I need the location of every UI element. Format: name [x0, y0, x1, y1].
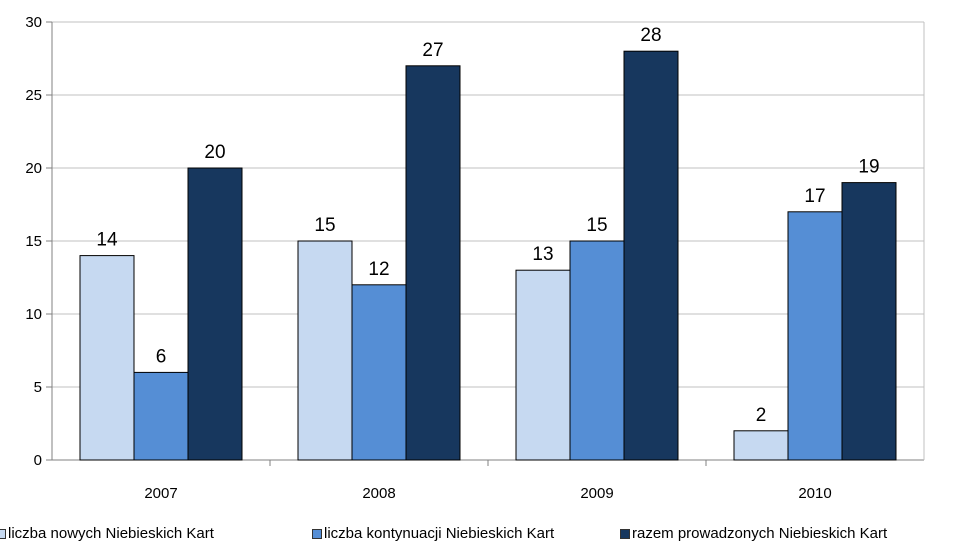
data-label: 12 — [368, 259, 389, 280]
bar — [623, 50, 679, 461]
bar — [569, 240, 625, 461]
legend: liczba nowych Niebieskich Kart liczba ko… — [0, 525, 969, 544]
data-label: 20 — [204, 142, 225, 163]
data-label: 19 — [858, 157, 879, 178]
data-label: 15 — [586, 215, 607, 236]
bar-chart: 0 5 10 15 20 25 30 14 6 20 15 12 27 13 15 28 2 17 19 2007… — [25, 14, 925, 502]
data-label: 14 — [96, 230, 118, 251]
legend-label-new: liczba nowych Niebieskich Kart — [8, 525, 214, 542]
y-tick-label: 15 — [25, 233, 42, 250]
legend-swatch-total — [620, 528, 630, 539]
legend-item-total: razem prowadzonych Niebieskich Kart — [620, 525, 887, 542]
x-axis-ticks: 2007 2008 2009 2010 — [144, 485, 831, 502]
bar — [79, 255, 135, 461]
bar — [515, 269, 571, 461]
y-tick-label: 5 — [34, 379, 42, 396]
data-labels: 14 6 20 15 12 27 13 15 28 2 17 19 — [96, 25, 879, 426]
data-label: 13 — [532, 244, 553, 265]
data-label: 28 — [640, 25, 661, 46]
data-label: 27 — [422, 40, 443, 61]
legend-item-continued: liczba kontynuacji Niebieskich Kart — [312, 525, 554, 542]
y-tick-label: 10 — [25, 306, 42, 323]
bar — [733, 430, 789, 461]
data-label: 6 — [156, 346, 167, 367]
x-tick-label: 2009 — [580, 485, 613, 502]
bar — [841, 182, 897, 461]
legend-item-new: liczba nowych Niebieskich Kart — [0, 525, 214, 542]
y-axis-ticks: 0 5 10 15 20 25 30 — [25, 14, 42, 469]
x-tick-label: 2007 — [144, 485, 177, 502]
data-label: 17 — [804, 186, 825, 207]
bar — [187, 167, 243, 461]
bar — [297, 240, 353, 461]
y-tick-label: 30 — [25, 14, 42, 31]
data-label: 15 — [314, 215, 335, 236]
bar — [787, 211, 843, 461]
y-tick-label: 0 — [34, 452, 42, 469]
legend-swatch-new — [0, 528, 6, 539]
y-tick-label: 20 — [25, 160, 42, 177]
data-label: 2 — [756, 405, 767, 426]
bar — [405, 65, 461, 461]
bar — [351, 284, 407, 461]
legend-label-total: razem prowadzonych Niebieskich Kart — [632, 525, 888, 542]
bar — [133, 371, 189, 461]
legend-swatch-continued — [312, 528, 322, 539]
x-tick-label: 2008 — [362, 485, 395, 502]
legend-label-continued: liczba kontynuacji Niebieskich Kart — [324, 525, 555, 542]
bars — [79, 50, 897, 461]
y-tick-label: 25 — [25, 87, 42, 104]
x-tick-label: 2010 — [798, 485, 831, 502]
